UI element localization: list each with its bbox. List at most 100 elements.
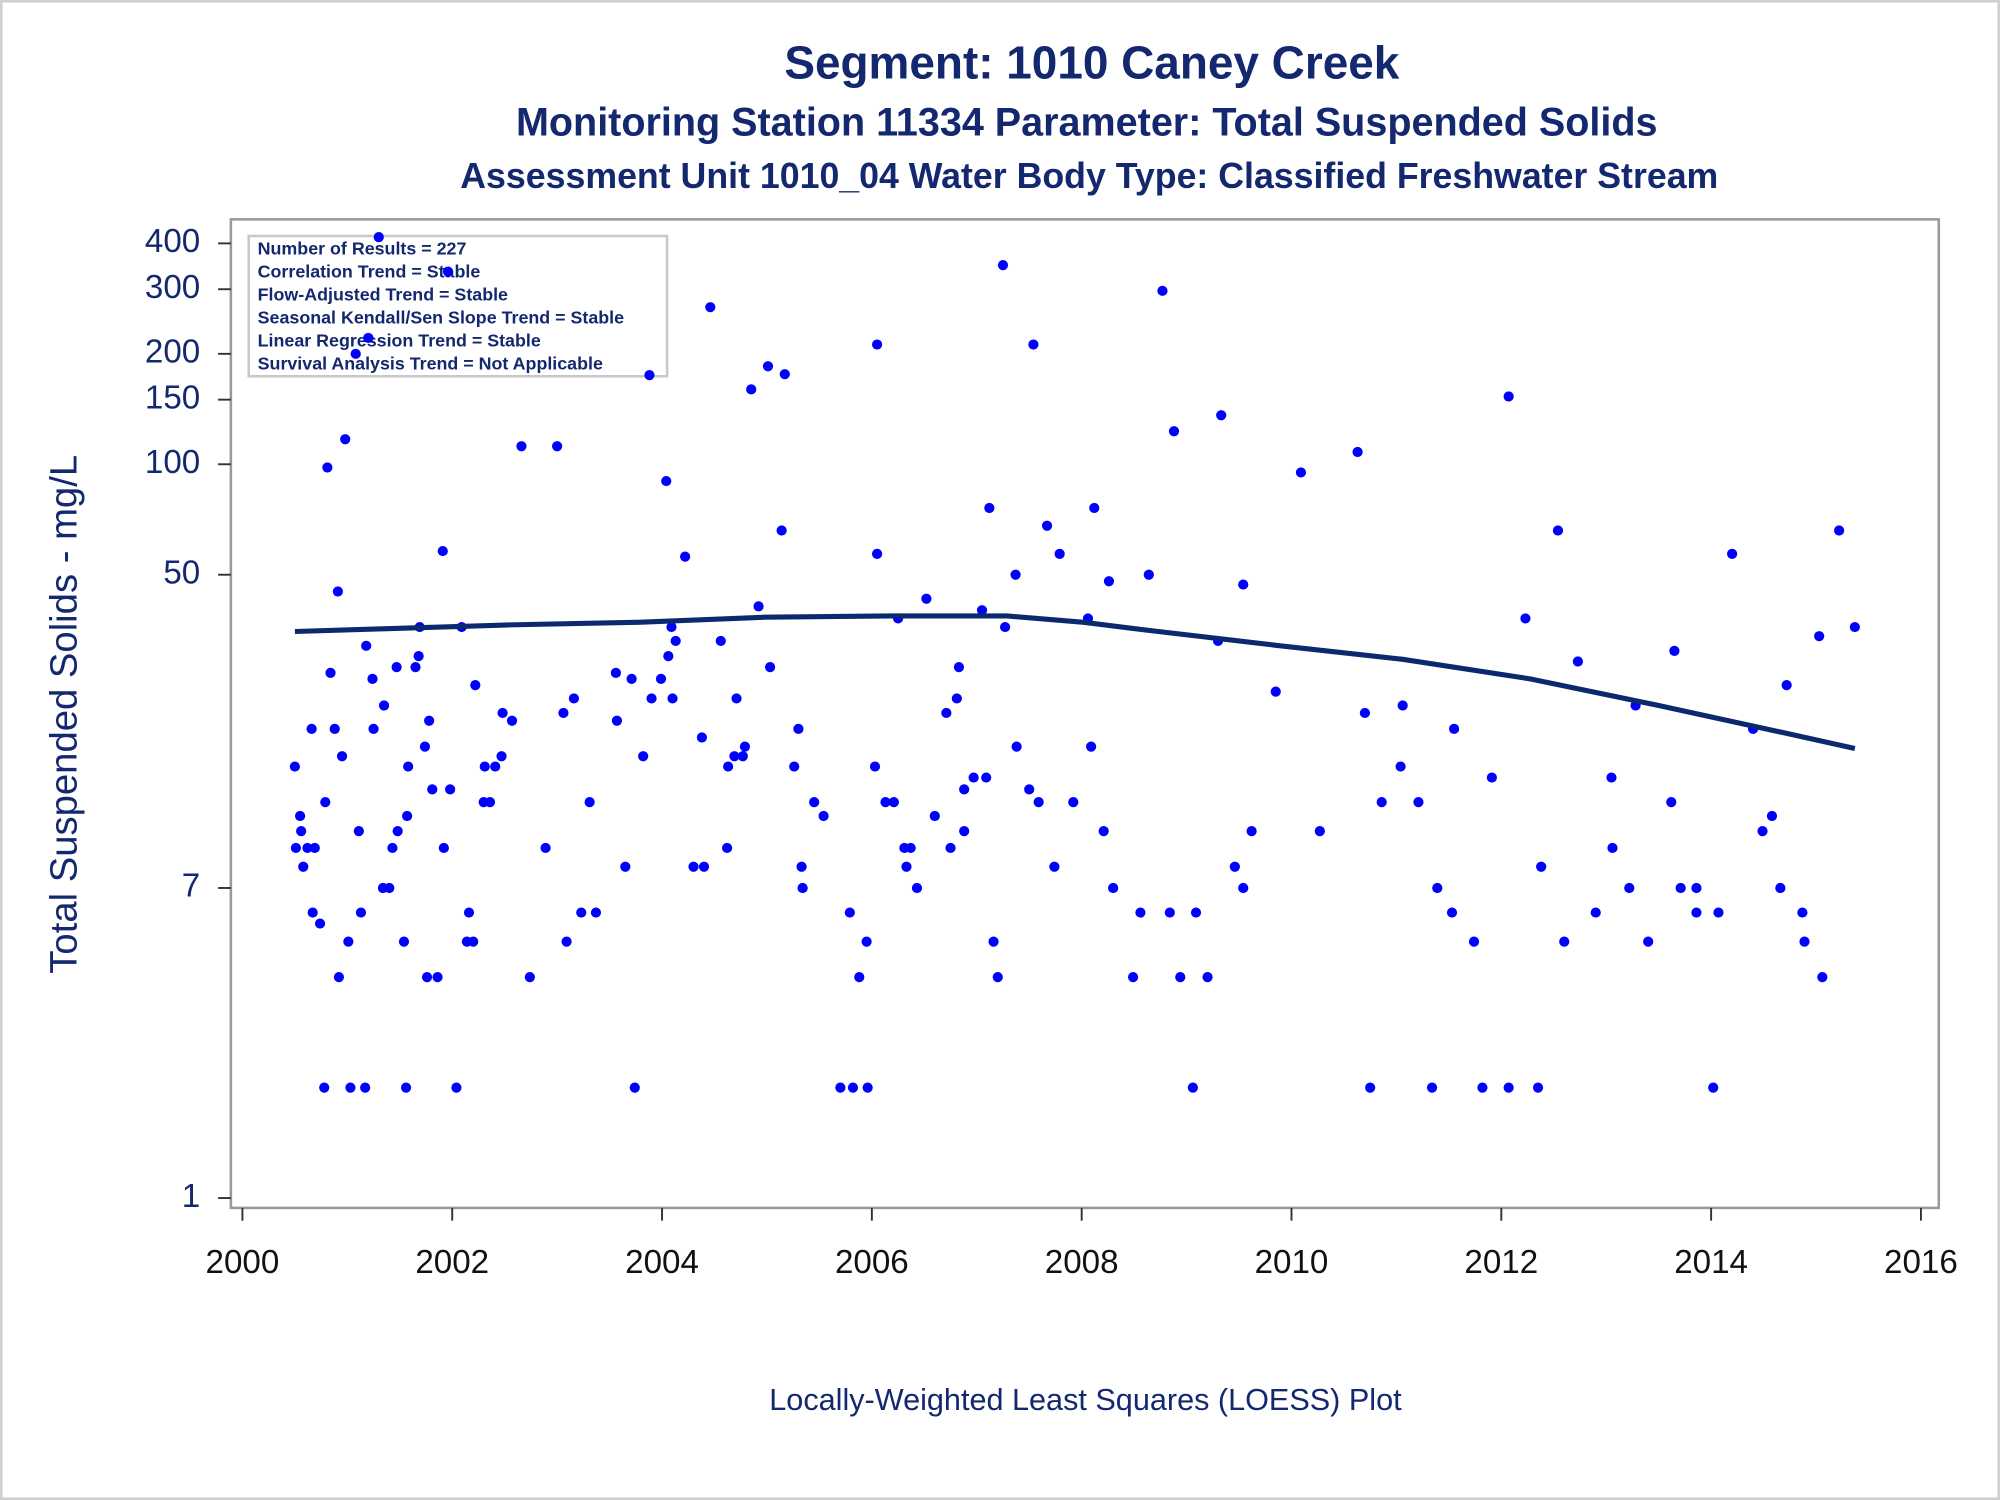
y-tick-label: 400 <box>145 223 200 260</box>
data-point <box>999 621 1011 633</box>
data-point <box>424 715 435 726</box>
footer: Locally-Weighted Least Squares (LOESS) P… <box>769 1383 1402 1417</box>
data-point <box>576 907 587 918</box>
data-point <box>1468 936 1480 947</box>
data-point <box>1606 772 1617 783</box>
data-point <box>1365 1082 1376 1093</box>
data-point <box>1413 797 1424 808</box>
data-point <box>1814 631 1825 642</box>
x-tick-label: 2006 <box>835 1244 909 1281</box>
data-point <box>1532 1082 1544 1093</box>
data-point <box>295 810 306 822</box>
data-point <box>568 693 580 704</box>
data-point <box>1229 861 1240 872</box>
data-point <box>670 635 681 647</box>
data-point <box>1395 761 1406 772</box>
data-point <box>901 861 912 872</box>
data-point <box>1127 972 1139 983</box>
data-point <box>1376 797 1387 808</box>
data-point <box>1559 936 1570 947</box>
data-point <box>590 907 602 918</box>
data-point <box>746 384 757 395</box>
data-point <box>1691 907 1702 918</box>
data-point <box>296 826 307 837</box>
data-point <box>1359 707 1371 719</box>
data-point <box>558 707 569 719</box>
data-point <box>355 907 367 918</box>
data-point <box>307 907 318 918</box>
data-point <box>620 861 631 872</box>
data-point <box>368 723 379 734</box>
data-point <box>764 661 776 673</box>
y-tick-label: 200 <box>145 334 200 371</box>
x-tick-label: 2016 <box>1884 1244 1958 1281</box>
data-point <box>666 621 677 633</box>
data-point <box>1135 907 1146 918</box>
data-point <box>427 784 438 795</box>
annotation: Linear Regression Trend = Stable <box>258 331 541 351</box>
data-point <box>796 861 807 872</box>
data-point <box>360 1082 371 1093</box>
data-point <box>1157 285 1168 296</box>
data-point <box>367 673 378 685</box>
y-tick-label: 150 <box>145 379 200 416</box>
data-point <box>484 797 496 808</box>
data-point <box>442 266 454 277</box>
data-point <box>655 673 667 685</box>
data-point <box>1049 861 1060 872</box>
data-point <box>737 751 748 762</box>
data-point <box>1446 907 1458 918</box>
data-point <box>319 1082 330 1093</box>
data-point <box>729 751 740 762</box>
data-point <box>403 761 414 772</box>
data-point <box>490 761 501 772</box>
data-point <box>1624 882 1635 894</box>
x-tick-label: 2014 <box>1674 1244 1748 1281</box>
data-point <box>445 784 456 795</box>
data-point <box>1089 502 1100 514</box>
data-point <box>332 586 343 597</box>
data-point <box>1238 882 1249 894</box>
data-point <box>696 732 708 743</box>
data-point <box>410 661 421 673</box>
data-point <box>779 369 790 380</box>
data-point <box>1426 1082 1438 1093</box>
data-point <box>1713 907 1724 918</box>
data-point <box>1202 972 1213 983</box>
data-point <box>953 661 965 673</box>
data-point <box>1103 576 1115 587</box>
data-point <box>387 842 398 854</box>
data-point <box>540 842 551 854</box>
data-point <box>1708 1082 1719 1093</box>
data-point <box>584 797 595 808</box>
data-point <box>1477 1082 1488 1093</box>
data-point <box>880 797 891 808</box>
y-tick-label: 100 <box>145 444 200 481</box>
data-point <box>1397 700 1408 711</box>
data-point <box>402 810 413 822</box>
data-point <box>789 761 800 772</box>
data-point <box>988 936 999 947</box>
x-tick-label: 2004 <box>625 1244 699 1281</box>
data-point <box>921 593 932 604</box>
data-point <box>762 361 774 372</box>
data-point <box>497 707 508 719</box>
data-point <box>715 635 726 647</box>
data-point <box>1775 882 1786 894</box>
data-point <box>479 761 490 772</box>
data-point <box>1486 772 1497 783</box>
data-point <box>809 797 820 808</box>
data-point <box>739 741 751 752</box>
data-point <box>329 723 340 734</box>
data-point <box>552 441 563 452</box>
data-point <box>629 1082 640 1093</box>
data-point <box>1572 656 1583 667</box>
data-point <box>1068 797 1079 808</box>
data-point <box>516 441 527 452</box>
data-point <box>506 715 518 726</box>
data-point <box>1011 741 1022 752</box>
data-point <box>1849 621 1860 633</box>
data-point <box>818 810 829 822</box>
data-point <box>1834 525 1845 536</box>
